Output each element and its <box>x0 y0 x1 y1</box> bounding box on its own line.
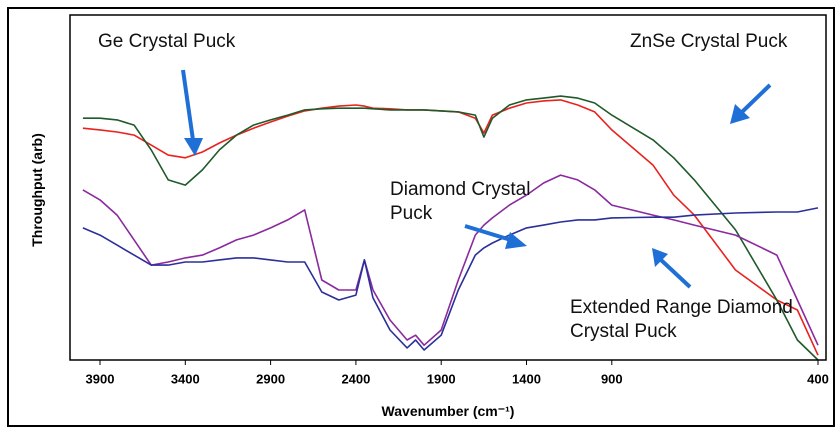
x-tick-label: 3900 <box>86 371 115 386</box>
arrowhead <box>652 248 668 267</box>
series-line <box>82 95 819 361</box>
frame <box>7 7 835 427</box>
series-line <box>82 174 819 346</box>
arrow <box>181 69 195 141</box>
x-tick-label: 3400 <box>171 371 200 386</box>
annotation: Extended Range Diamond Crystal Puck <box>570 297 793 342</box>
arrowhead <box>730 104 750 124</box>
annotation: ZnSe Crystal Puck <box>630 31 788 52</box>
x-tick-label: 2400 <box>341 371 370 386</box>
arrowhead <box>505 232 527 249</box>
x-tick-label: 1900 <box>427 371 456 386</box>
series-line <box>82 207 819 351</box>
annotation: Diamond Crystal Puck <box>390 179 531 224</box>
x-tick-label: 1400 <box>512 371 541 386</box>
arrowhead <box>184 138 203 156</box>
arrows <box>181 69 772 289</box>
annotation: Ge Crystal Puck <box>98 31 236 52</box>
plot-border <box>69 14 827 361</box>
y-axis-title: Throughput (arb) <box>29 133 45 247</box>
x-tick-label: 2900 <box>256 371 285 386</box>
x-tick-label: 400 <box>807 371 829 386</box>
x-axis-title: Wavenumber (cm⁻¹) <box>382 403 515 419</box>
arrow <box>658 257 692 289</box>
arrow <box>740 83 772 114</box>
plot-area <box>82 95 819 361</box>
x-tick-label: 900 <box>601 371 623 386</box>
arrow <box>464 224 515 243</box>
